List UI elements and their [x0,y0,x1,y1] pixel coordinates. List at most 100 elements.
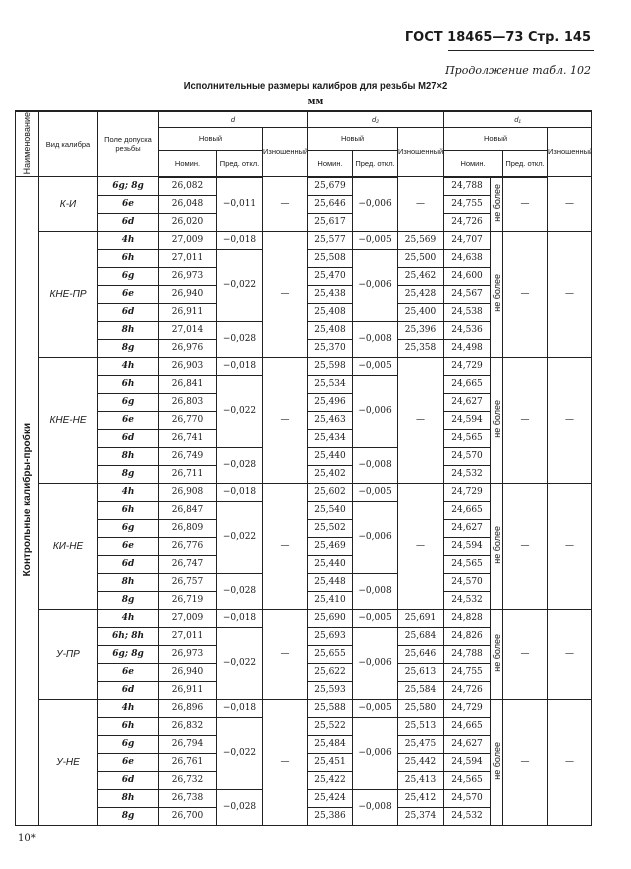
d2-worn: 25,500 [397,248,445,268]
d-dev-header: Пред. откл. [216,150,263,178]
gauge-type: К-И [38,176,98,232]
d-nominal: 26,803 [158,392,217,412]
tolerance-field: 6d [97,428,159,448]
table-row: КНЕ-НЕ 4h 26,903 −0,018—25,598 −0,005—24,729… [16,356,593,484]
gauge-type: КИ-НЕ [38,482,98,610]
d2-nominal: 25,424 [307,788,354,808]
d2-nominal: 25,602 [307,482,354,502]
d1-note: не более [490,698,504,826]
tolerance-field: 8h [97,572,159,592]
d2-dev-header: Пред. откл. [352,150,399,178]
d1-nominal: 24,565 [443,428,492,448]
d2-deviation: −0,008 [352,320,399,358]
d2-nominal: 25,440 [307,554,354,574]
d2-nominal: 25,451 [307,752,354,772]
d-nominal: 26,741 [158,428,217,448]
d-nominal: 27,011 [158,248,217,268]
d2-worn: — [397,482,445,610]
gauge-type: КНЕ-ПР [38,230,98,358]
tolerance-field: 8g [97,338,159,358]
d2-worn: 25,513 [397,716,445,736]
d-nominal: 26,940 [158,284,217,304]
d-nominal: 26,749 [158,446,217,466]
d-worn: — [261,482,309,610]
d1-nominal: 24,638 [443,248,492,268]
d2-worn: 25,396 [397,320,445,340]
d2-worn: 25,569 [397,230,445,250]
d1-note: не более [490,356,504,484]
d1-nom-header: Номин. [443,150,504,178]
d2-nominal: 25,540 [307,500,354,520]
d1-nominal: 24,729 [443,356,492,376]
d1-note-text: не более [491,634,502,672]
d-nominal: 26,832 [158,716,217,736]
tolerance-field: 6g [97,734,159,754]
d1-nominal: 24,665 [443,716,492,736]
d-deviation: −0,022 [216,716,263,790]
d1-nominal: 24,755 [443,194,492,214]
d2-worn: 25,475 [397,734,445,754]
d-nominal: 26,896 [158,698,217,718]
d-nominal: 26,908 [158,482,217,502]
page-header: ГОСТ 18465—73 Стр. 145 [404,30,591,45]
d2-deviation: −0,005 [352,698,399,718]
d-nominal: 26,973 [158,266,217,286]
d2-nominal: 25,370 [307,338,354,358]
d1-nominal: 24,532 [443,590,492,610]
d2-worn: 25,412 [397,788,445,808]
d1-nominal: 24,570 [443,788,492,808]
d2-nominal: 25,508 [307,248,354,268]
d2-nominal: 25,469 [307,536,354,556]
d1-note: не более [490,230,504,358]
d1-deviation: — [502,356,549,484]
d2-nominal: 25,646 [307,194,354,214]
table-row: 8h 27,014 −0,028 25,408 −0,008 25,396 24,536 [16,320,592,358]
tolerance-field: 6h [97,374,159,394]
table-row: 8g 26,711 25,402 24,532 [16,464,592,484]
d-nominal: 26,757 [158,572,217,592]
tolerance-field: 6e [97,410,159,430]
tolerance-field: 6e [97,752,159,772]
col-field-header: Поле допуска резьбы [97,110,159,178]
d2-nominal: 25,440 [307,446,354,466]
d-deviation: −0,028 [216,320,263,358]
tolerance-field: 4h [97,608,159,628]
d1-nominal: 24,826 [443,626,492,646]
gauge-type: КНЕ-НЕ [38,356,98,484]
d2-nominal: 25,410 [307,590,354,610]
tolerance-field: 6d [97,212,159,232]
d2-nominal: 25,463 [307,410,354,430]
d2-nominal: 25,598 [307,356,354,376]
table-row: У-НЕ 4h 26,896 −0,018—25,588 −0,005 25,580 24,… [16,698,593,826]
tolerance-field: 6d [97,770,159,790]
tolerance-field: 6h [97,716,159,736]
d1-note-text: не более [491,742,502,780]
d1-nominal: 24,726 [443,212,492,232]
d2-deviation: −0,006 [352,626,399,700]
section-label: Контрольные калибры-пробки [15,176,39,826]
d2-deviation: −0,006 [352,248,399,322]
table-row: 6e 26,761 25,451 25,442 24,594 [16,752,592,772]
col-d1-header: d₁ [443,110,593,128]
d-nominal: 26,776 [158,536,217,556]
d1-nominal: 24,565 [443,770,492,790]
table-title: Исполнительные размеры калибров для резь… [183,80,448,92]
col-d2-header: d₂ [307,110,445,128]
d2-nominal: 25,438 [307,284,354,304]
d1-nominal: 24,665 [443,500,492,520]
d1-nominal: 24,536 [443,320,492,340]
d2-nominal: 25,617 [307,212,354,232]
table-row: 6d 26,747 25,440 24,565 [16,554,592,574]
header-rule [448,50,594,51]
d1-nominal: 24,532 [443,464,492,484]
tolerance-field: 8h [97,320,159,340]
tolerance-field: 6g [97,392,159,412]
d2-nominal: 25,522 [307,716,354,736]
d2-deviation: −0,008 [352,572,399,610]
d1-new-header: Новый [443,126,549,152]
d-nominal: 26,973 [158,644,217,664]
d-nominal: 26,711 [158,464,217,484]
table-row: 6d 26,911 25,408 25,400 24,538 [16,302,592,322]
tolerance-field: 6g [97,518,159,538]
d-nominal: 26,732 [158,770,217,790]
